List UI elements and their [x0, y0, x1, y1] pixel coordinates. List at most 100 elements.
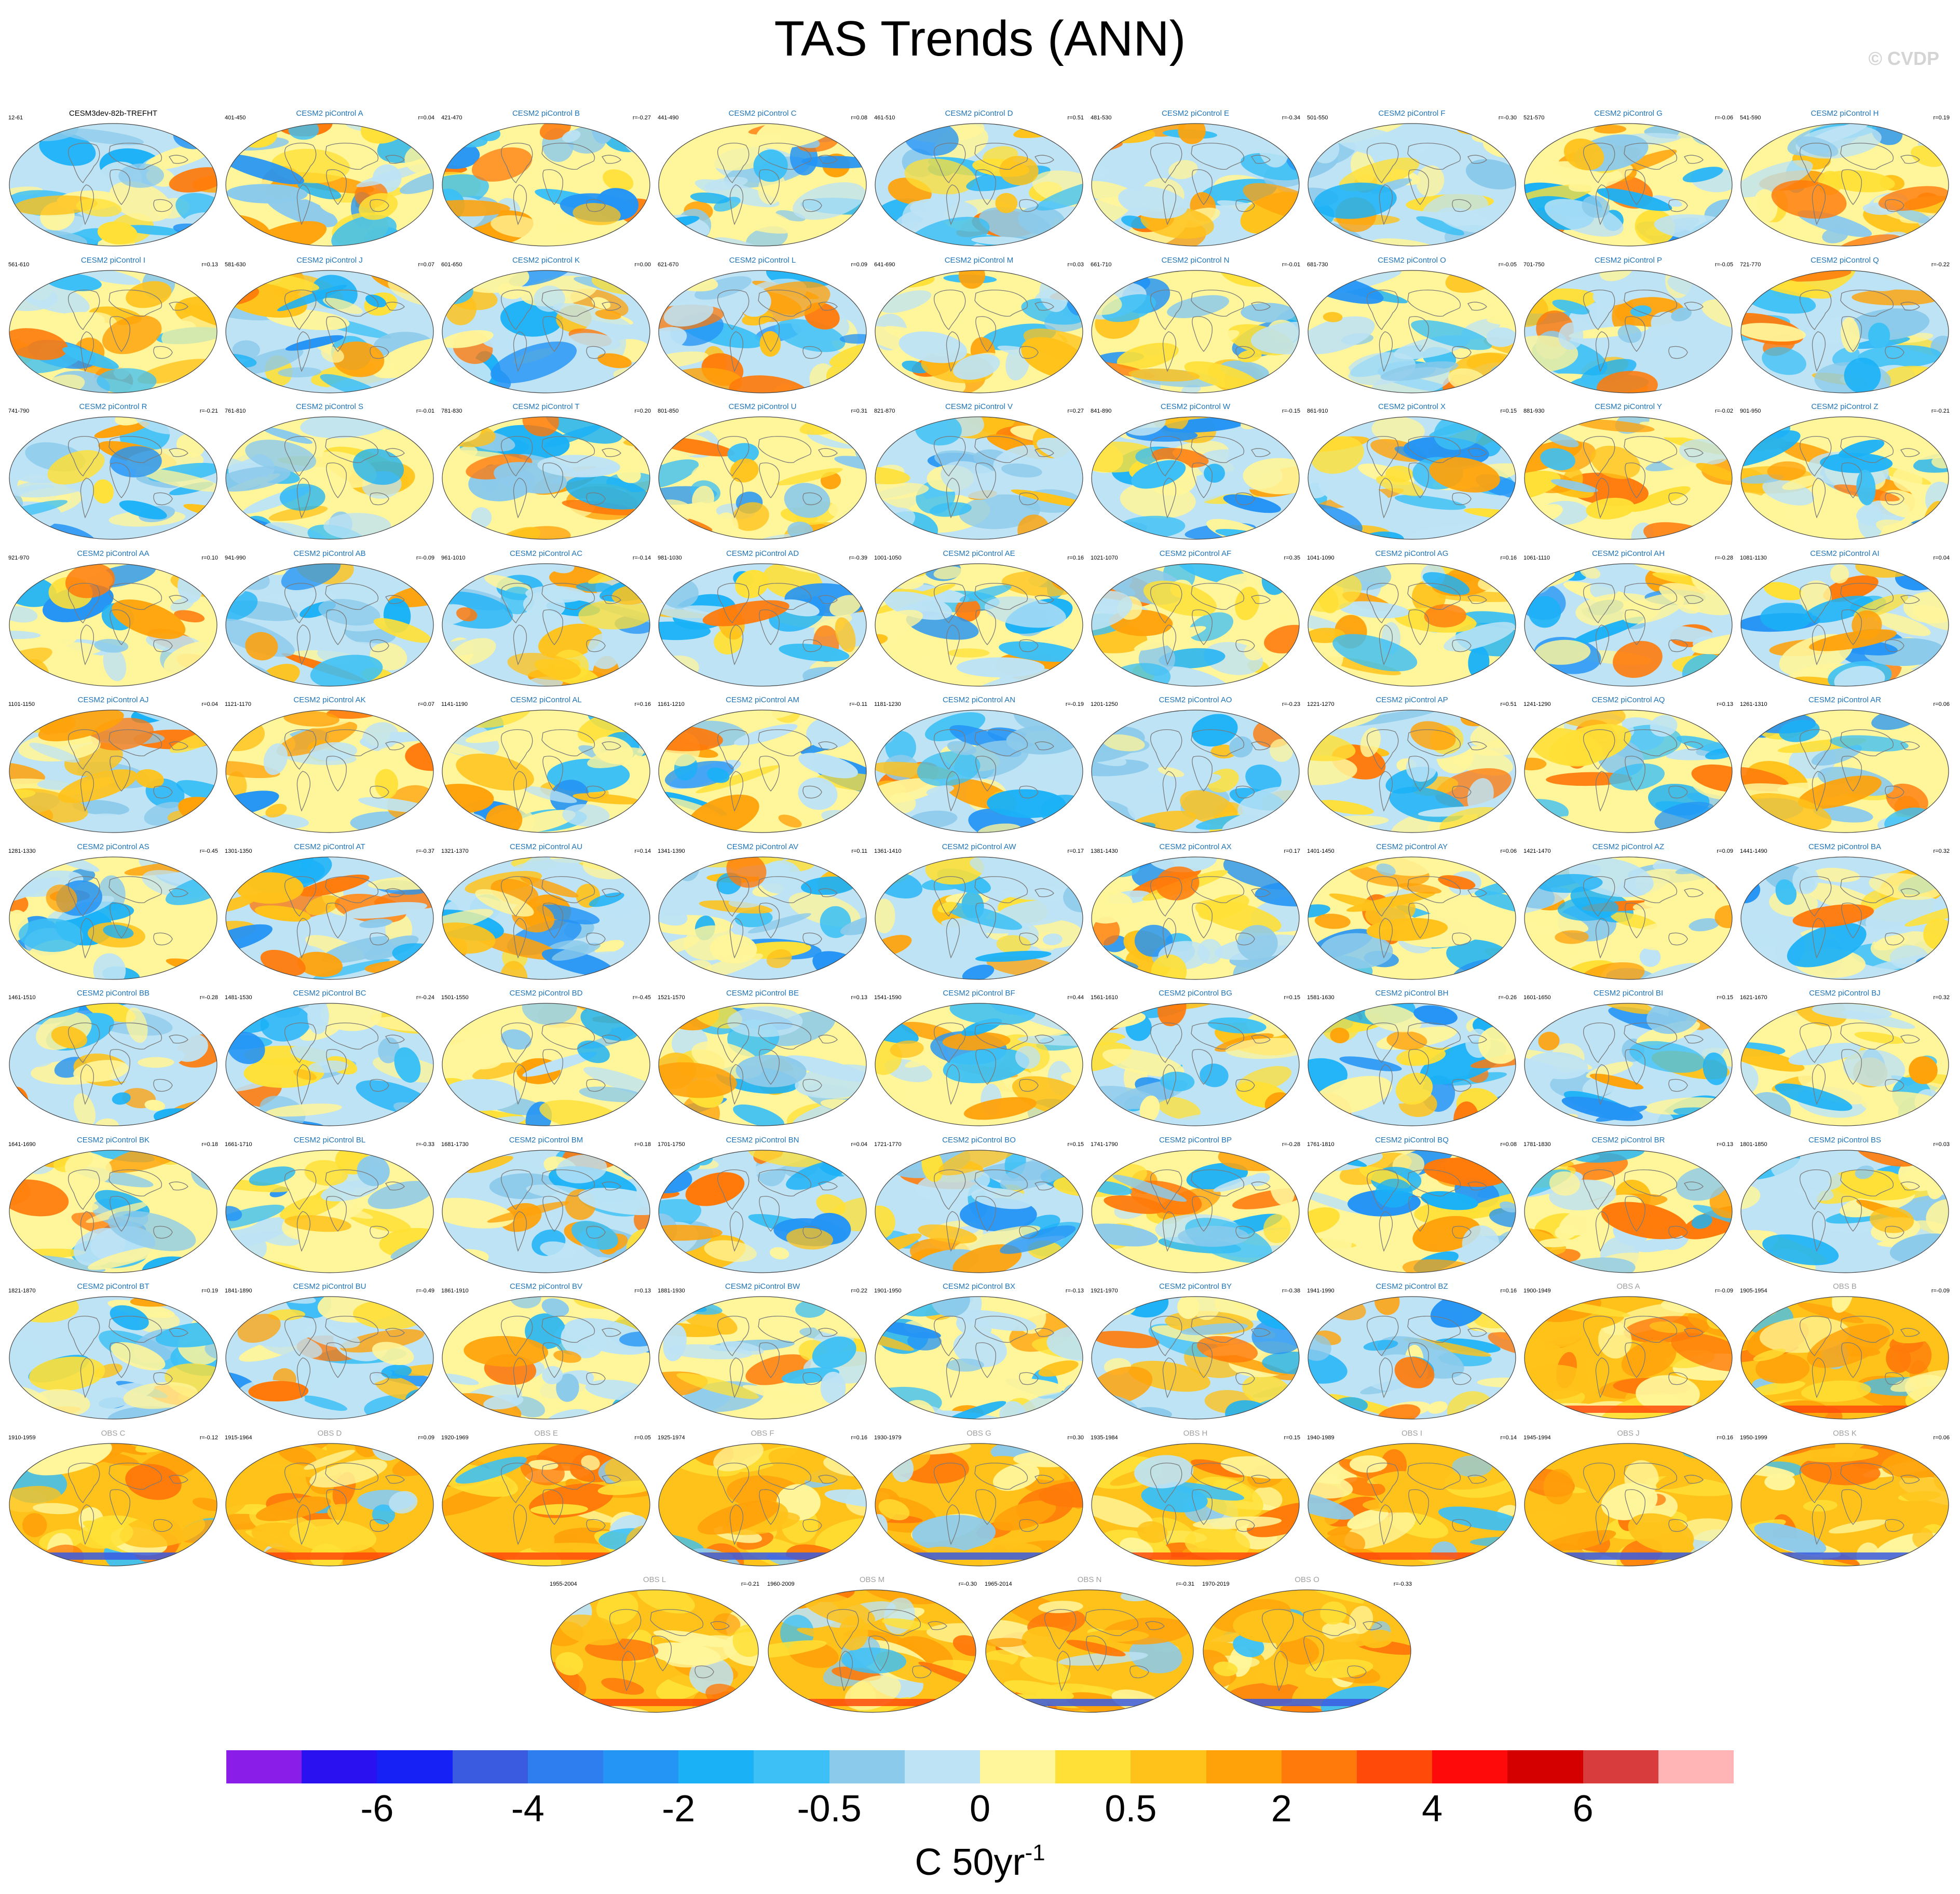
map-panel: CESM2 piControl AI 1081-1130 r=0.04	[1738, 549, 1952, 689]
world-map-image	[1308, 1442, 1516, 1566]
world-map-image	[1091, 856, 1300, 980]
world-map-image	[9, 563, 217, 687]
panel-correlation: r=0.09	[851, 261, 868, 268]
map-panel: CESM2 piControl BK 1641-1690 r=0.18	[6, 1136, 220, 1276]
colorbar-swatch	[754, 1750, 829, 1783]
map-panel: CESM2 piControl AX 1381-1430 r=0.17	[1088, 842, 1302, 983]
panel-title: CESM2 piControl P	[1594, 255, 1663, 265]
panel-correlation: r=0.15	[1500, 408, 1517, 414]
panel-title: OBS E	[534, 1428, 558, 1438]
panel-correlation: r=-0.05	[1498, 261, 1517, 268]
colorbar-tick-label: 0.5	[1105, 1788, 1157, 1830]
panel-title: CESM2 piControl BJ	[1809, 989, 1881, 998]
panel-years: 1901-1950	[874, 1288, 902, 1294]
panel-years: 1920-1969	[441, 1434, 469, 1441]
panel-correlation: r=0.19	[201, 1288, 219, 1294]
map-panel: CESM2 piControl T 781-830 r=0.20	[439, 402, 653, 542]
world-map-image	[225, 856, 434, 980]
panel-correlation: r=-0.22	[1931, 261, 1950, 268]
panel-title: CESM2 piControl J	[296, 255, 363, 265]
panel-correlation: r=-0.21	[199, 408, 218, 414]
world-map-image	[1091, 1442, 1300, 1566]
map-panel: CESM2 piControl BE 1521-1570 r=0.13	[656, 989, 869, 1129]
panel-years: 1965-2014	[985, 1581, 1012, 1587]
world-map-image	[1524, 1149, 1733, 1273]
world-map-image	[1308, 269, 1516, 393]
panel-title: CESM2 piControl AF	[1159, 549, 1232, 558]
world-map-image	[1308, 1296, 1516, 1420]
map-panel: CESM2 piControl AY 1401-1450 r=0.06	[1305, 842, 1519, 983]
panel-years: 461-510	[874, 115, 895, 121]
world-map-image	[225, 1003, 434, 1126]
map-panel: CESM2 piControl X 861-910 r=0.15	[1305, 402, 1519, 542]
map-panel: CESM2 piControl AN 1181-1230 r=-0.19	[872, 696, 1086, 836]
colorbar-swatch	[377, 1750, 453, 1783]
map-panel: CESM2 piControl BX 1901-1950 r=-0.13	[872, 1282, 1086, 1422]
panel-correlation: r=0.09	[1717, 848, 1734, 854]
panel-years: 1421-1470	[1523, 848, 1551, 854]
world-map-image	[658, 416, 867, 540]
colorbar-swatch	[1357, 1750, 1433, 1783]
panel-years: 581-630	[225, 261, 246, 268]
world-map-image	[9, 856, 217, 980]
world-map-image	[1740, 856, 1949, 980]
panel-correlation: r=0.14	[1500, 1434, 1517, 1441]
map-panel: CESM2 piControl BO 1721-1770 r=0.15	[872, 1136, 1086, 1276]
panel-correlation: r=0.44	[1067, 994, 1084, 1001]
panel-years: 1381-1430	[1091, 848, 1118, 854]
world-map-image	[9, 269, 217, 393]
world-map-image	[442, 123, 650, 247]
panel-correlation: r=0.07	[418, 701, 435, 707]
panel-title: CESM2 piControl AE	[943, 549, 1015, 558]
panel-correlation: r=0.13	[634, 1288, 651, 1294]
world-map-image	[1524, 856, 1733, 980]
world-map-image	[1308, 563, 1516, 687]
world-map-image	[1203, 1589, 1411, 1713]
panel-years: 1161-1210	[658, 701, 685, 707]
panel-years: 661-710	[1091, 261, 1112, 268]
world-map-image	[1308, 1149, 1516, 1273]
panel-title: CESM2 piControl Q	[1811, 255, 1879, 265]
panel-years: 441-490	[658, 115, 679, 121]
map-panel: CESM2 piControl D 461-510 r=0.51	[872, 109, 1086, 249]
world-map-image	[9, 1149, 217, 1273]
colorbar-swatch	[1206, 1750, 1282, 1783]
panel-years: 1001-1050	[874, 554, 902, 561]
panel-correlation: r=0.13	[1717, 1141, 1734, 1148]
panel-years: 761-810	[225, 408, 246, 414]
panel-title: CESM2 piControl BQ	[1375, 1135, 1449, 1144]
panel-correlation: r=0.15	[1284, 994, 1301, 1001]
panel-years: 1641-1690	[8, 1141, 36, 1148]
panel-years: 521-570	[1523, 115, 1545, 121]
panel-correlation: r=0.15	[1284, 1434, 1301, 1441]
map-panel: CESM2 piControl AH 1061-1110 r=-0.28	[1521, 549, 1735, 689]
world-map-image	[1740, 416, 1949, 540]
map-panel: CESM2 piControl R 741-790 r=-0.21	[6, 402, 220, 542]
watermark: © CVDP	[1868, 48, 1939, 69]
panel-title: CESM2 piControl S	[295, 402, 364, 411]
map-panel: CESM2 piControl AG 1041-1090 r=0.16	[1305, 549, 1519, 689]
map-panel: OBS C 1910-1959 r=-0.12	[6, 1429, 220, 1569]
panel-title: OBS O	[1295, 1575, 1319, 1584]
panel-title: OBS B	[1833, 1282, 1857, 1291]
panel-title: OBS L	[643, 1575, 666, 1584]
world-map-image	[225, 416, 434, 540]
map-panel: OBS M 1960-2009 r=-0.30	[765, 1575, 979, 1715]
panel-correlation: r=-0.09	[1931, 1288, 1950, 1294]
world-map-image	[1308, 856, 1516, 980]
colorbar-swatch	[1131, 1750, 1206, 1783]
colorbar-tick-label: 0	[969, 1788, 991, 1830]
world-map-image	[875, 710, 1083, 833]
panel-years: 781-830	[441, 408, 462, 414]
panel-title: CESM2 piControl BE	[726, 989, 799, 998]
panel-years: 1905-1954	[1740, 1288, 1767, 1294]
panel-years: 821-870	[874, 408, 895, 414]
map-panel: CESM2 piControl BD 1501-1550 r=-0.45	[439, 989, 653, 1129]
panel-title: CESM2 piControl I	[80, 255, 146, 265]
map-panel: OBS K 1950-1999 r=0.06	[1738, 1429, 1952, 1569]
map-panel: CESM2 piControl AZ 1421-1470 r=0.09	[1521, 842, 1735, 983]
panel-title: CESM2 piControl BN	[726, 1135, 799, 1144]
world-map-image	[1740, 1296, 1949, 1420]
panel-years: 1941-1990	[1307, 1288, 1335, 1294]
world-map-image	[442, 416, 650, 540]
